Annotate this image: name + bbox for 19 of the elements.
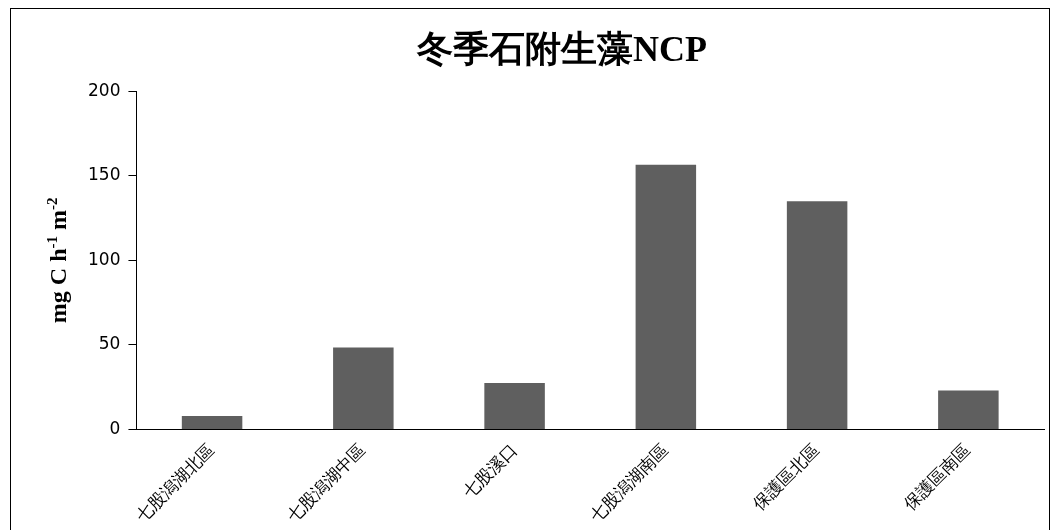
bar (181, 415, 243, 429)
y-tick-label: 0 (109, 417, 121, 438)
x-tick-label: 七股潟湖中區 (283, 439, 370, 526)
bar (938, 390, 999, 429)
x-tick-label: 七股潟湖南區 (585, 439, 672, 526)
bar (333, 347, 394, 429)
y-tick-label: 200 (87, 79, 121, 100)
x-tick-label: 七股潟湖北區 (131, 439, 219, 526)
bar (786, 201, 848, 429)
y-tick-label: 150 (87, 164, 121, 185)
x-tick-label: 保護區南區 (900, 439, 975, 514)
bar (635, 164, 697, 429)
x-tick-label: 保護區北區 (748, 439, 824, 514)
y-tick-label: 50 (98, 333, 121, 354)
chart-title: 冬季石附生藻NCP (416, 28, 707, 69)
y-tick-label: 100 (87, 248, 121, 269)
bar (484, 382, 545, 429)
x-tick-label: 七股溪口 (458, 439, 521, 502)
y-axis-title: mg C h-1 m-2 (44, 197, 71, 324)
